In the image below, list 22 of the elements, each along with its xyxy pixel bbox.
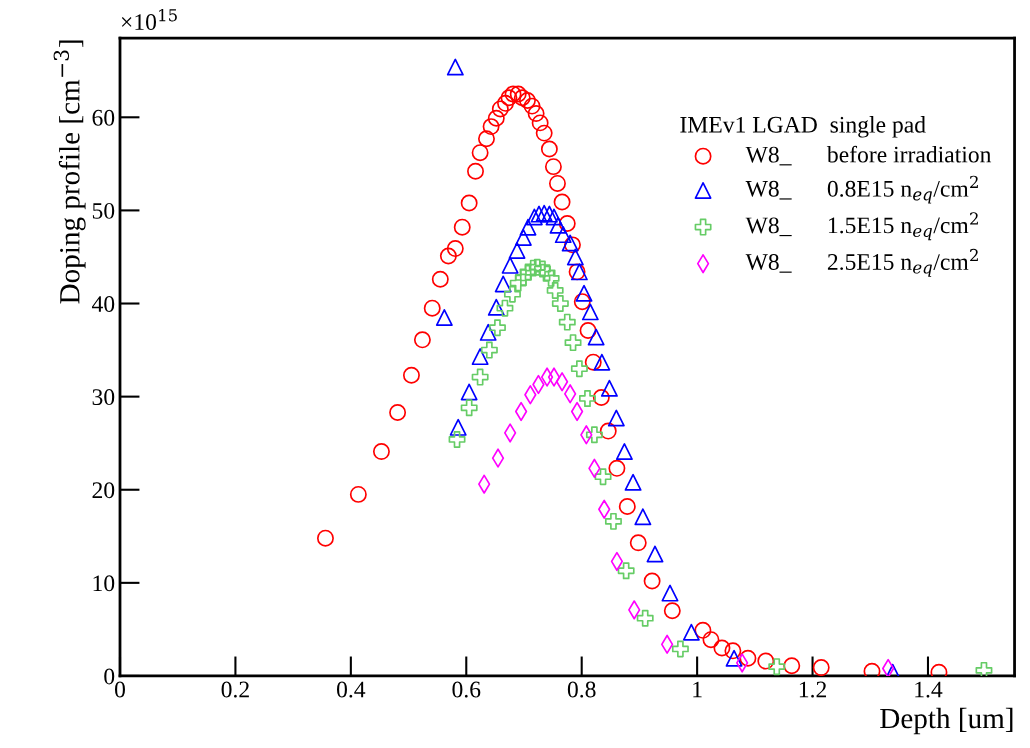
- y-tick-label: 50: [92, 202, 115, 219]
- x-tick-label: 0.2: [221, 681, 249, 698]
- y-tick-label: 60: [92, 109, 115, 126]
- x-tick-label: 0.6: [452, 681, 481, 698]
- legend-label: W8_ 0.8E15 n$_{eq}$/cm$^{2}$: [745, 175, 978, 204]
- x-tick-label: 0.8: [567, 681, 596, 698]
- y-tick-label: 10: [93, 575, 115, 592]
- y-tick-label: 40: [91, 296, 115, 312]
- y-tick-label: 30: [92, 389, 115, 406]
- x-axis-title: Depth [um]: [880, 707, 1013, 735]
- legend-title: IMEv1 LGAD single pad: [680, 116, 926, 138]
- x-tick-label: 1.2: [799, 681, 827, 698]
- y-axis-title: Doping profile [cm$^{−3}$]: [53, 40, 86, 304]
- x-tick-label: 1.4: [915, 681, 943, 698]
- x-tick-label: 0.4: [336, 681, 366, 698]
- y-tick-label: 20: [92, 482, 115, 499]
- x-tick-label: 1: [693, 681, 702, 698]
- y-tick-label: 0: [104, 668, 115, 685]
- legend-label: W8_ before irradiation: [745, 145, 992, 166]
- legend-label: W8_ 1.5E15 n$_{eq}$/cm$^{2}$: [745, 212, 978, 241]
- legend-label: W8_ 2.5E15 n$_{eq}$/cm$^{2}$: [745, 248, 978, 277]
- text: ×10$^{15}$: [121, 8, 177, 30]
